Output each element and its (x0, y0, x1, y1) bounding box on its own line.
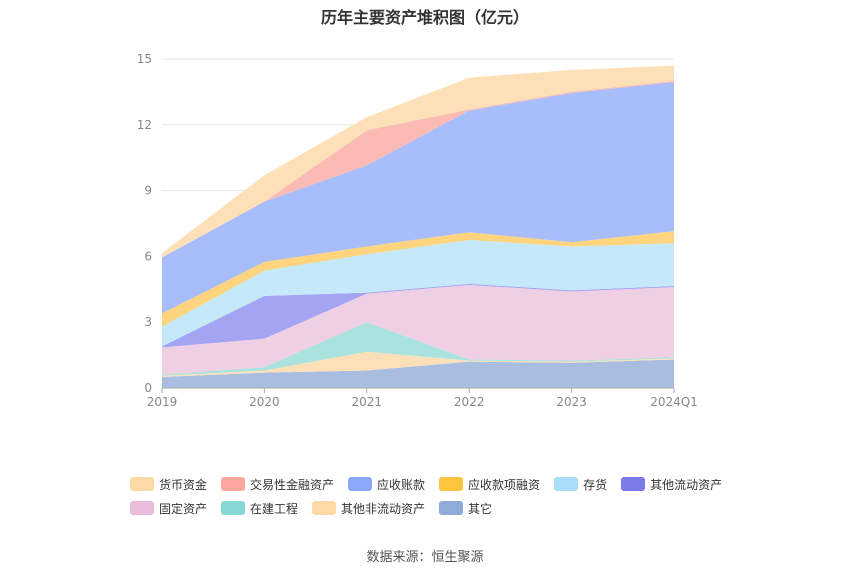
axes: 2019 2020 2021 2022 2023 2024Q1 (147, 387, 698, 409)
y-tick-label: 0 (144, 381, 152, 395)
legend-item[interactable]: 其它 (439, 500, 492, 517)
legend-swatch (348, 477, 373, 491)
legend-item[interactable]: 货币资金 (130, 476, 207, 493)
area-series (162, 65, 674, 388)
x-tick-label: 2024Q1 (650, 395, 698, 409)
area-应收账款 (162, 82, 674, 314)
legend-label: 交易性金融资产 (250, 477, 335, 492)
legend-item[interactable]: 交易性金融资产 (221, 476, 334, 493)
area-应收款项融资 (162, 231, 674, 327)
area-固定资产 (162, 284, 674, 375)
legend-row: 固定资产 在建工程 其他非流动资产 其它 (130, 496, 730, 520)
legend-label: 其他非流动资产 (341, 501, 426, 516)
y-tick-label: 15 (137, 52, 152, 66)
legend-label: 应收款项融资 (468, 477, 541, 492)
x-tick-label: 2019 (147, 395, 178, 409)
legend-swatch (312, 501, 337, 515)
legend-swatch (439, 477, 464, 491)
legend: 货币资金 交易性金融资产 应收账款 应收款项融资 存货 其他流动资产 固定资产 在建工程 其他… (130, 472, 730, 520)
legend-item[interactable]: 在建工程 (221, 500, 298, 517)
legend-label: 货币资金 (159, 477, 208, 492)
legend-swatch (221, 501, 246, 515)
legend-swatch (621, 477, 646, 491)
legend-label: 应收账款 (377, 477, 426, 492)
legend-swatch (221, 477, 246, 491)
legend-label: 固定资产 (159, 501, 208, 516)
x-tick-label: 2023 (556, 395, 587, 409)
legend-swatch (130, 477, 154, 491)
legend-label: 其他流动资产 (650, 477, 723, 492)
area-货币资金 (162, 65, 674, 258)
legend-item[interactable]: 其他流动资产 (621, 476, 722, 493)
y-tick-label: 6 (144, 249, 152, 263)
x-tick-label: 2021 (352, 395, 383, 409)
legend-label: 存货 (583, 477, 608, 492)
y-tick-label: 12 (137, 118, 152, 132)
legend-swatch (130, 501, 154, 515)
legend-label: 其它 (468, 501, 493, 516)
legend-item[interactable]: 应收款项融资 (439, 476, 540, 493)
chart-title: 历年主要资产堆积图（亿元） (320, 8, 529, 27)
area-在建工程 (162, 322, 674, 376)
legend-item[interactable]: 固定资产 (130, 500, 207, 517)
area-存货 (162, 239, 674, 347)
legend-item[interactable]: 存货 (554, 476, 607, 493)
area-其他流动资产 (162, 283, 674, 348)
y-tick-label: 3 (144, 315, 152, 329)
legend-label: 在建工程 (250, 501, 299, 516)
x-tick-label: 2022 (454, 395, 485, 409)
legend-item[interactable]: 应收账款 (348, 476, 425, 493)
legend-row: 货币资金 交易性金融资产 应收账款 应收款项融资 存货 其他流动资产 (130, 472, 730, 496)
legend-item[interactable]: 其他非流动资产 (312, 500, 425, 517)
area-其他非流动资产 (162, 351, 674, 378)
legend-swatch (554, 477, 579, 491)
data-source: 数据来源：恒生聚源 (366, 550, 484, 565)
x-tick-label: 2020 (249, 395, 280, 409)
area-其它 (162, 359, 674, 388)
y-tick-label: 9 (144, 184, 152, 198)
legend-swatch (439, 501, 464, 515)
